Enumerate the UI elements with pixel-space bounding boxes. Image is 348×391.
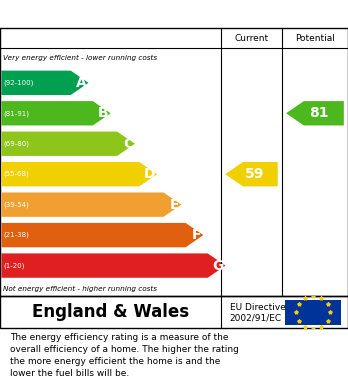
Text: (92-100): (92-100) [3, 79, 34, 86]
Text: (21-38): (21-38) [3, 232, 29, 239]
Text: D: D [144, 167, 155, 181]
Polygon shape [1, 192, 181, 217]
Polygon shape [1, 71, 88, 95]
Text: Current: Current [234, 34, 269, 43]
Text: Not energy efficient - higher running costs: Not energy efficient - higher running co… [3, 285, 157, 292]
Text: England & Wales: England & Wales [32, 303, 189, 321]
Polygon shape [1, 162, 157, 187]
Polygon shape [1, 223, 204, 248]
Text: The energy efficiency rating is a measure of the
overall efficiency of a home. T: The energy efficiency rating is a measur… [10, 334, 239, 378]
Text: (1-20): (1-20) [3, 262, 25, 269]
Text: EU Directive
2002/91/EC: EU Directive 2002/91/EC [230, 303, 286, 322]
Text: C: C [123, 137, 133, 151]
Text: (81-91): (81-91) [3, 110, 30, 117]
Polygon shape [1, 253, 226, 278]
Text: 59: 59 [245, 167, 265, 181]
Text: B: B [98, 106, 109, 120]
Text: G: G [212, 258, 224, 273]
Text: Energy Efficiency Rating: Energy Efficiency Rating [69, 7, 279, 22]
Polygon shape [1, 131, 135, 156]
Text: Very energy efficient - lower running costs: Very energy efficient - lower running co… [3, 55, 157, 61]
Text: A: A [76, 76, 87, 90]
FancyBboxPatch shape [285, 300, 341, 325]
Polygon shape [1, 101, 111, 126]
Polygon shape [286, 101, 344, 126]
Polygon shape [225, 162, 278, 187]
Text: E: E [170, 198, 180, 212]
Text: (69-80): (69-80) [3, 140, 30, 147]
Text: 81: 81 [309, 106, 328, 120]
Text: (55-68): (55-68) [3, 171, 29, 178]
Text: F: F [192, 228, 202, 242]
Text: Potential: Potential [295, 34, 335, 43]
Text: (39-54): (39-54) [3, 201, 29, 208]
